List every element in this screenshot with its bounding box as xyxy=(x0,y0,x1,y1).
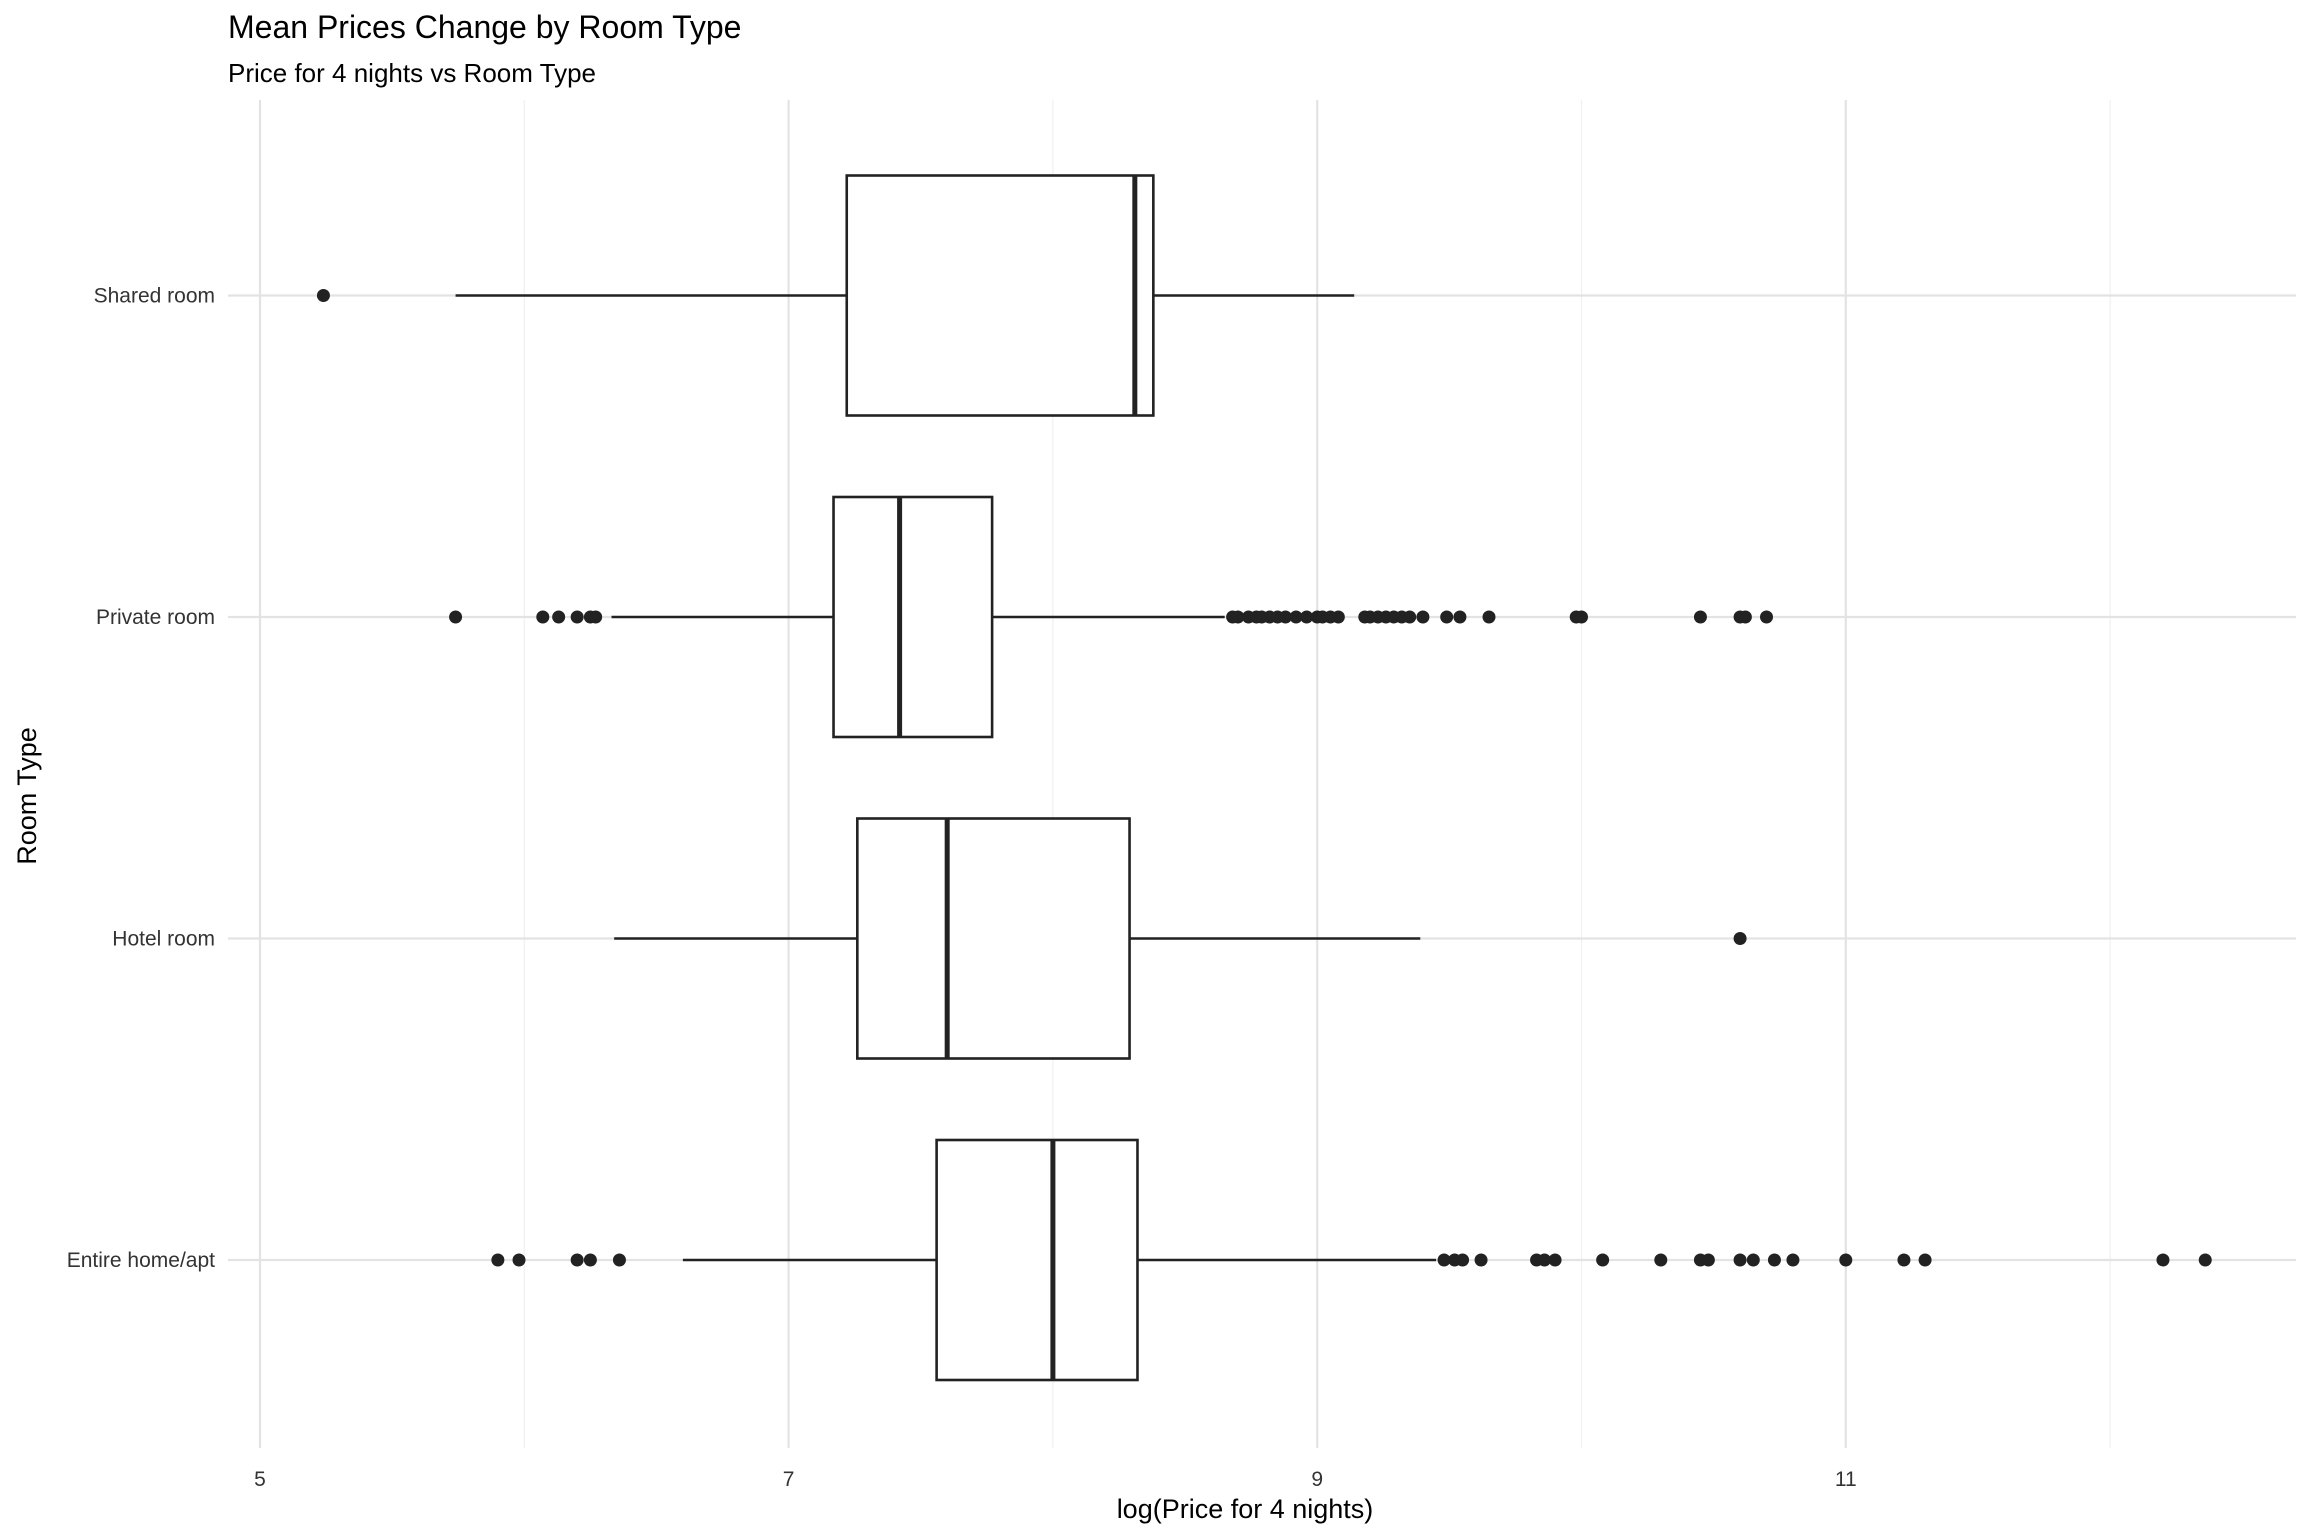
outlier-point xyxy=(1453,610,1467,624)
outlier-point xyxy=(1654,1253,1668,1267)
outlier-point xyxy=(1416,610,1430,624)
outlier-point xyxy=(1918,1253,1932,1267)
box-group xyxy=(491,1138,2212,1382)
outlier-point xyxy=(570,610,584,624)
outlier-point xyxy=(1331,610,1345,624)
box-iqr xyxy=(856,817,1131,1060)
outlier-point xyxy=(1403,610,1417,624)
outlier-point xyxy=(1733,932,1747,945)
outlier-point xyxy=(1231,610,1245,624)
outlier-point xyxy=(1767,1253,1781,1267)
outlier-point xyxy=(1786,1253,1800,1267)
y-tick-label: Private room xyxy=(96,606,215,629)
x-tick-label: 9 xyxy=(1311,1468,1323,1491)
outlier-point xyxy=(491,1253,505,1267)
outlier-point xyxy=(1482,610,1496,624)
outlier-point xyxy=(449,610,463,624)
outlier-point xyxy=(1596,1253,1610,1267)
outlier-point xyxy=(589,610,603,624)
y-tick-label: Hotel room xyxy=(112,928,215,951)
outlier-point xyxy=(1738,610,1752,624)
chart-title: Mean Prices Change by Room Type xyxy=(228,9,741,45)
outlier-point xyxy=(536,610,550,624)
outlier-point xyxy=(570,1253,584,1267)
outlier-point xyxy=(1839,1253,1853,1267)
outlier-point xyxy=(583,1253,597,1267)
y-tick-label: Entire home/apt xyxy=(67,1249,215,1272)
box-group xyxy=(316,174,1355,417)
outlier-point xyxy=(1300,610,1314,624)
box-iqr xyxy=(832,495,994,739)
outlier-point xyxy=(552,610,566,624)
outlier-point xyxy=(1456,1253,1470,1267)
outlier-point xyxy=(2156,1253,2170,1267)
x-tick-label: 11 xyxy=(1835,1468,1857,1491)
outlier-point xyxy=(612,1253,626,1267)
outlier-point xyxy=(1440,610,1454,624)
box-iqr xyxy=(935,1138,1139,1382)
outlier-point xyxy=(1733,1253,1747,1267)
outlier-point xyxy=(316,289,330,302)
outlier-point xyxy=(2198,1253,2212,1267)
x-tick-label: 5 xyxy=(254,1468,266,1491)
x-axis-title: log(Price for 4 nights) xyxy=(1117,1494,1374,1524)
x-tick-label: 7 xyxy=(783,1468,795,1491)
outlier-point xyxy=(1278,610,1292,624)
box-iqr xyxy=(845,174,1155,417)
boxes-layer xyxy=(316,174,2212,1382)
box-group xyxy=(449,495,1774,739)
x-tick-labels: 5 7 9 11 xyxy=(254,1468,1857,1491)
outlier-point xyxy=(1289,610,1303,624)
outlier-point xyxy=(1437,1253,1451,1267)
outlier-point xyxy=(1701,1253,1715,1267)
y-tick-labels: Entire home/apt Hotel room Private room Sha… xyxy=(67,285,215,1273)
outlier-point xyxy=(1760,610,1774,624)
chart-subtitle: Price for 4 nights vs Room Type xyxy=(228,58,596,88)
y-tick-label: Shared room xyxy=(94,285,215,308)
outlier-point xyxy=(1746,1253,1760,1267)
outlier-point xyxy=(1474,1253,1488,1267)
box-group xyxy=(614,817,1747,1060)
outlier-point xyxy=(1548,1253,1562,1267)
major-gridlines xyxy=(228,100,2296,1448)
grid xyxy=(228,100,2296,1448)
outlier-point xyxy=(1693,610,1707,624)
outlier-point xyxy=(512,1253,526,1267)
outlier-point xyxy=(1537,1253,1551,1267)
outlier-point xyxy=(1575,610,1588,624)
y-axis-title: Room Type xyxy=(12,727,42,865)
outlier-point xyxy=(1897,1253,1911,1267)
